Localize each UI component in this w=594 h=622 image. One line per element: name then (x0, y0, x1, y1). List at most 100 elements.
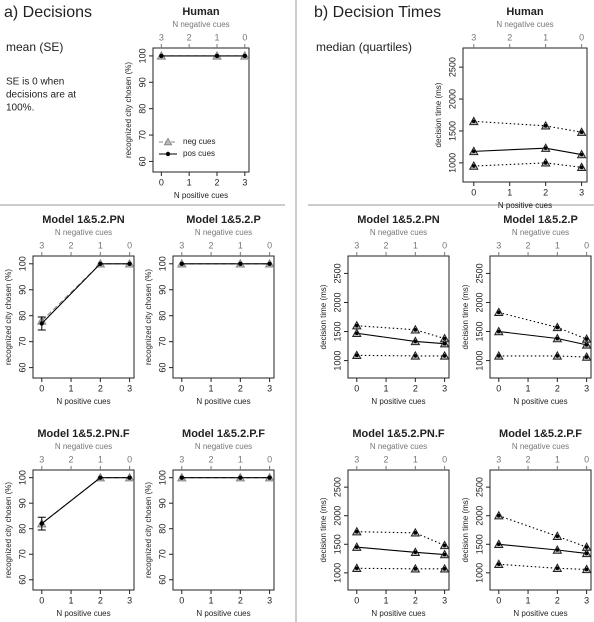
series-line (356, 325, 445, 340)
marker-dot (238, 475, 243, 480)
x-tick-label: 1 (507, 187, 512, 197)
series-line (498, 515, 587, 548)
x2-axis-label: N negative cues (512, 442, 569, 451)
marker-dot (354, 529, 359, 534)
marker-dot (179, 475, 184, 480)
x2-tick-label: 2 (507, 32, 512, 42)
y-tick-label: 2000 (474, 506, 484, 526)
x2-tick-label: 0 (242, 32, 247, 42)
marker-dot (543, 161, 548, 165)
legend-label: pos cues (183, 149, 215, 158)
x2-tick-label: 3 (496, 240, 501, 250)
x2-tick-label: 2 (384, 240, 389, 250)
x-tick-label: 1 (187, 177, 192, 187)
section-title: a) Decisions (4, 4, 92, 21)
y-axis-label: recognized city chosen (%) (4, 269, 13, 365)
series-line (356, 567, 445, 570)
plot-frame (347, 255, 450, 379)
y-axis-label: recognized city chosen (%) (144, 269, 153, 365)
chart-title: Model 1&5.2.PN.F (352, 428, 445, 440)
marker-dot (354, 353, 359, 358)
y-tick-label: 100 (157, 470, 167, 485)
marker-dot (555, 325, 560, 330)
x2-tick-label: 3 (39, 454, 44, 464)
y-tick-label: 100 (137, 48, 147, 63)
marker-dot (579, 165, 584, 170)
y-tick-label: 70 (17, 337, 27, 347)
x-tick-label: 1 (526, 595, 531, 605)
x-tick-label: 1 (69, 595, 74, 605)
x2-tick-label: 0 (584, 240, 589, 250)
x-tick-label: 2 (238, 383, 243, 393)
y-tick-label: 60 (137, 156, 147, 166)
marker-dot (496, 354, 501, 358)
y-tick-label: 2500 (332, 477, 342, 497)
x-tick-label: 3 (267, 383, 272, 393)
x-tick-label: 2 (543, 187, 548, 197)
x-tick-label: 0 (179, 595, 184, 605)
marker-dot (555, 548, 560, 552)
x2-tick-label: 1 (543, 32, 548, 42)
y-tick-label: 90 (157, 285, 167, 295)
y-tick-label: 1000 (447, 153, 457, 173)
x2-axis-label: N negative cues (512, 228, 569, 237)
x2-axis-label: N negative cues (55, 442, 112, 451)
x2-tick-label: 0 (442, 454, 447, 464)
x-tick-label: 2 (555, 595, 560, 605)
marker-dot (579, 130, 584, 135)
marker-dot (442, 543, 447, 548)
series-line (41, 263, 130, 322)
x2-tick-label: 1 (413, 240, 418, 250)
y-tick-label: 1000 (474, 563, 484, 583)
marker-dot (584, 337, 589, 341)
x2-tick-label: 0 (579, 32, 584, 42)
series-line (473, 162, 582, 168)
series-line (356, 354, 445, 357)
x-tick-label: 3 (579, 187, 584, 197)
y-tick-label: 70 (17, 549, 27, 559)
marker-dot (354, 323, 359, 328)
marker-dot (242, 53, 248, 59)
series-line (498, 311, 587, 340)
x-tick-label: 3 (584, 595, 589, 605)
marker-dot (238, 261, 243, 266)
series-line (41, 477, 130, 525)
legend-label: neg cues (183, 137, 215, 146)
y-tick-label: 1000 (474, 351, 484, 371)
marker-dot (127, 475, 132, 480)
x2-axis-label: N negative cues (195, 228, 252, 237)
plot-frame (347, 469, 450, 591)
x-tick-label: 2 (98, 595, 103, 605)
marker-dot (413, 327, 418, 332)
x-tick-label: 3 (442, 383, 447, 393)
x-tick-label: 1 (526, 383, 531, 393)
x2-tick-label: 3 (354, 240, 359, 250)
x-tick-label: 0 (471, 187, 476, 197)
x-tick-label: 3 (267, 595, 272, 605)
y-tick-label: 2500 (332, 263, 342, 283)
marker-dot (543, 146, 548, 150)
marker-dot (584, 551, 589, 556)
marker-dot (555, 534, 560, 539)
marker-dot (584, 355, 589, 359)
x-tick-label: 1 (209, 595, 214, 605)
x-axis-label: N positive cues (371, 397, 425, 406)
marker-dot (267, 261, 272, 266)
x-tick-label: 0 (179, 383, 184, 393)
x-tick-label: 2 (238, 595, 243, 605)
chart-title: Model 1&5.2.P (503, 214, 578, 226)
marker-dot (471, 119, 476, 124)
section-subtitle: mean (SE) (6, 40, 63, 54)
y-tick-label: 80 (157, 311, 167, 321)
y-tick-label: 70 (157, 549, 167, 559)
marker-dot (442, 336, 447, 341)
note: 100%. (6, 103, 34, 114)
series-line (498, 330, 587, 346)
y-tick-label: 90 (17, 498, 27, 508)
y-tick-label: 1000 (332, 351, 342, 371)
y-tick-label: 100 (157, 256, 167, 271)
x2-tick-label: 1 (214, 32, 219, 42)
marker-dot (496, 542, 501, 547)
y-axis-label: decision time (ms) (319, 284, 328, 349)
marker-dot (579, 152, 584, 157)
